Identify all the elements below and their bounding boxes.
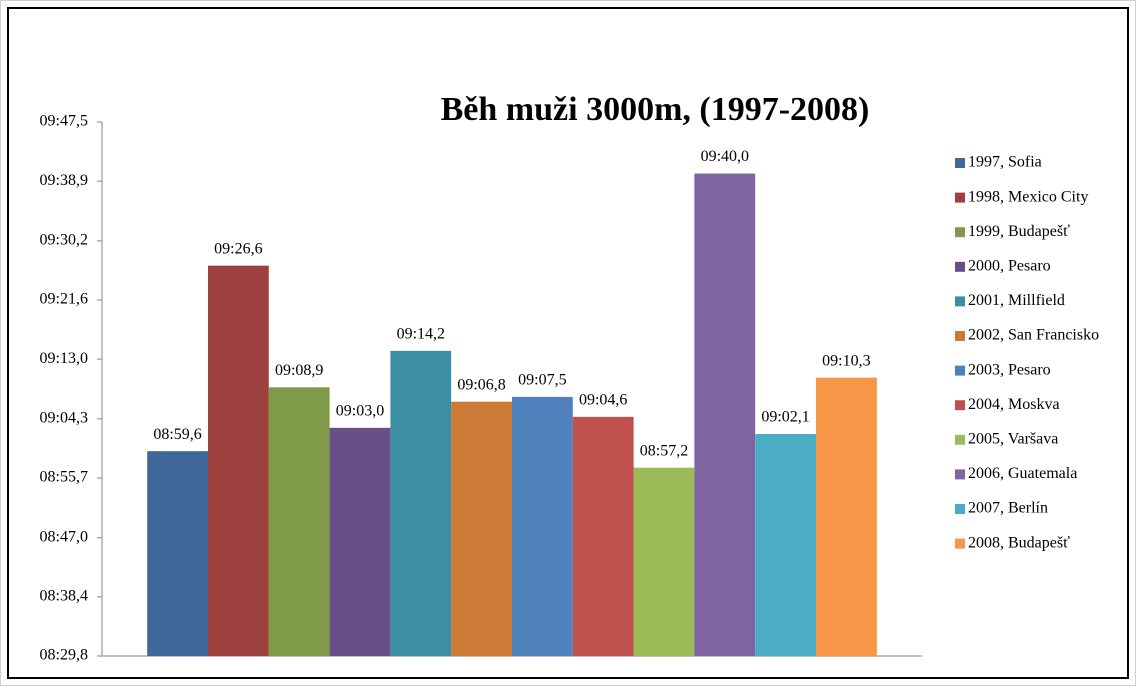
value-label: 08:59,6 xyxy=(153,426,201,443)
y-tick-label: 08:55,7 xyxy=(40,469,88,486)
y-tick-label: 09:47,5 xyxy=(40,113,88,130)
legend-swatch xyxy=(955,192,965,203)
bar xyxy=(390,350,452,656)
y-tick-label: 09:30,2 xyxy=(40,232,88,249)
legend-label: 2007, Berlín xyxy=(968,500,1048,517)
legend-label: 2003, Pesaro xyxy=(968,361,1051,378)
chart-title: Běh muži 3000m, (1997-2008) xyxy=(441,91,870,128)
legend-swatch xyxy=(955,538,965,549)
value-label: 09:40,0 xyxy=(701,148,749,165)
value-label: 08:57,2 xyxy=(640,442,688,459)
y-tick-label: 09:04,3 xyxy=(40,410,88,427)
legend-label: 1997, Sofia xyxy=(968,154,1042,171)
legend-swatch xyxy=(955,331,965,341)
legend-label: 2001, Millfield xyxy=(968,292,1065,309)
bar xyxy=(512,396,573,656)
bar xyxy=(633,467,695,656)
y-tick-label: 08:38,4 xyxy=(40,588,88,605)
legend-swatch xyxy=(955,227,965,238)
value-label: 09:10,3 xyxy=(822,352,870,369)
value-label: 09:07,5 xyxy=(518,372,566,389)
y-tick-label: 09:13,0 xyxy=(40,350,88,367)
legend-swatch xyxy=(955,434,965,445)
value-label: 09:14,2 xyxy=(397,326,445,343)
bar xyxy=(572,416,634,656)
legend-label: 2005, Varšava xyxy=(968,430,1058,447)
legend-label: 2008, Budapešť xyxy=(968,534,1070,551)
bar xyxy=(208,265,269,656)
y-tick-label: 09:38,9 xyxy=(40,172,88,189)
legend-swatch xyxy=(955,469,965,480)
value-label: 09:08,9 xyxy=(275,362,323,379)
value-label: 09:02,1 xyxy=(761,409,809,426)
legend-label: 1999, Budapešť xyxy=(968,223,1070,240)
legend-label: 1998, Mexico City xyxy=(968,188,1088,205)
bar xyxy=(755,434,816,656)
legend-swatch xyxy=(955,365,965,376)
bar xyxy=(329,427,391,656)
bar xyxy=(268,387,330,656)
value-label: 09:03,0 xyxy=(336,403,384,420)
legend-swatch xyxy=(955,400,965,411)
value-label: 09:26,6 xyxy=(214,240,262,257)
value-label: 09:06,8 xyxy=(457,376,505,393)
bar xyxy=(816,377,877,656)
legend-label: 2006, Guatemala xyxy=(968,465,1077,482)
y-tick-label: 08:29,8 xyxy=(40,647,88,664)
legend-swatch xyxy=(955,158,965,168)
bar xyxy=(451,401,512,656)
legend-label: 2002, San Francisko xyxy=(968,327,1099,344)
legend-swatch xyxy=(955,296,965,307)
y-tick-label: 08:47,0 xyxy=(40,528,88,545)
legend-label: 2000, Pesaro xyxy=(968,257,1051,274)
bar xyxy=(694,173,756,656)
legend-swatch xyxy=(955,261,965,272)
bar xyxy=(147,451,208,656)
y-tick-label: 09:21,6 xyxy=(40,291,88,308)
legend-swatch xyxy=(955,504,965,514)
value-label: 09:04,6 xyxy=(579,392,627,409)
legend-label: 2004, Moskva xyxy=(968,396,1060,413)
